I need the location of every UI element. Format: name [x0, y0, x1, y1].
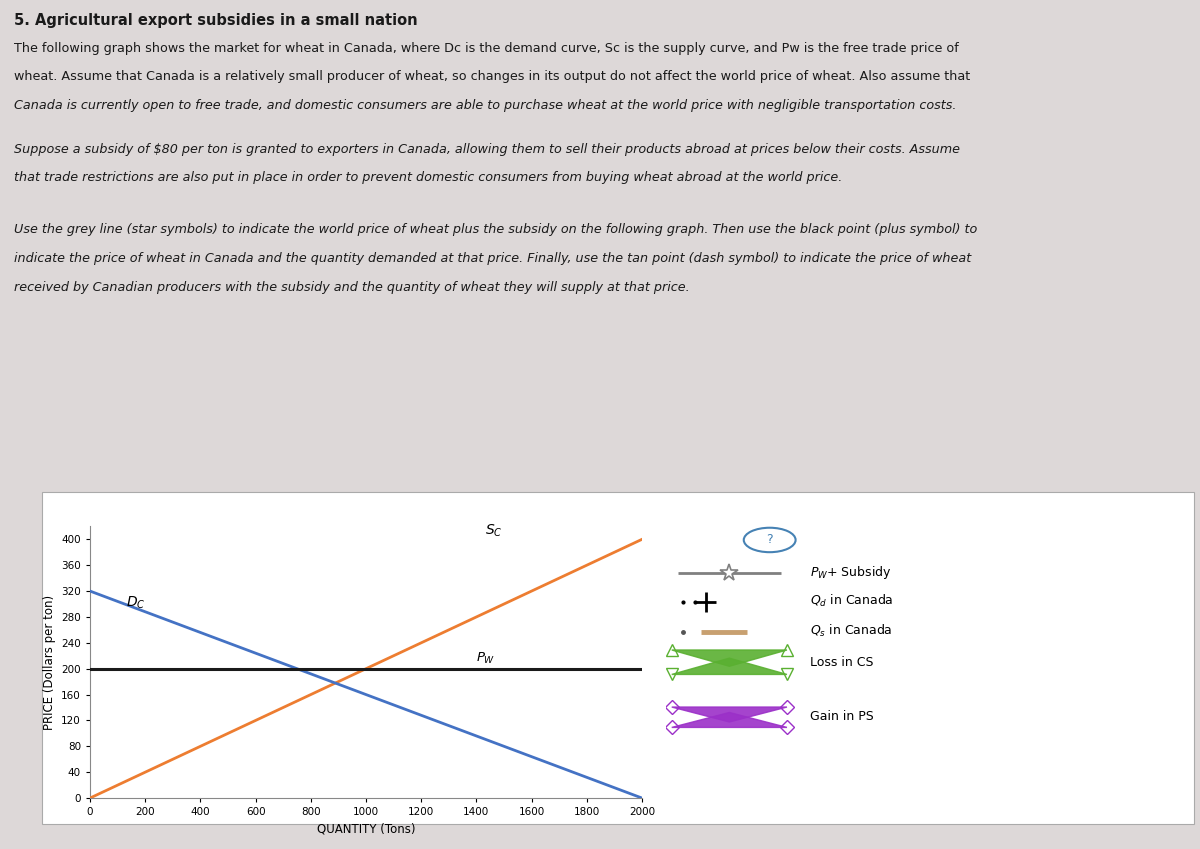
Text: that trade restrictions are also put in place in order to prevent domestic consu: that trade restrictions are also put in … — [14, 171, 842, 184]
Text: $P_W$: $P_W$ — [476, 651, 496, 666]
Text: $S_C$: $S_C$ — [485, 523, 503, 539]
Polygon shape — [672, 712, 787, 728]
Text: indicate the price of wheat in Canada and the quantity demanded at that price. F: indicate the price of wheat in Canada an… — [14, 252, 972, 266]
Text: Use the grey line (star symbols) to indicate the world price of wheat plus the s: Use the grey line (star symbols) to indi… — [14, 223, 978, 237]
Text: ?: ? — [767, 533, 773, 547]
Text: wheat. Assume that Canada is a relatively small producer of wheat, so changes in: wheat. Assume that Canada is a relativel… — [14, 70, 971, 83]
Polygon shape — [672, 658, 787, 674]
Text: 5. Agricultural export subsidies in a small nation: 5. Agricultural export subsidies in a sm… — [14, 13, 418, 28]
Text: $D_C$: $D_C$ — [126, 595, 145, 611]
Text: Loss in CS: Loss in CS — [810, 655, 874, 669]
Text: $P_W$+ Subsidy: $P_W$+ Subsidy — [810, 564, 892, 581]
X-axis label: QUANTITY (Tons): QUANTITY (Tons) — [317, 823, 415, 835]
Polygon shape — [672, 707, 787, 722]
Polygon shape — [672, 650, 787, 666]
Text: Gain in PS: Gain in PS — [810, 710, 874, 723]
Text: The following graph shows the market for wheat in Canada, where Dc is the demand: The following graph shows the market for… — [14, 42, 959, 54]
Text: Canada is currently open to free trade, and domestic consumers are able to purch: Canada is currently open to free trade, … — [14, 99, 956, 112]
Text: Suppose a subsidy of $80 per ton is granted to exporters in Canada, allowing the: Suppose a subsidy of $80 per ton is gran… — [14, 143, 960, 155]
Text: received by Canadian producers with the subsidy and the quantity of wheat they w: received by Canadian producers with the … — [14, 281, 690, 295]
Y-axis label: PRICE (Dollars per ton): PRICE (Dollars per ton) — [43, 594, 55, 730]
Text: $Q_d$ in Canada: $Q_d$ in Canada — [810, 593, 894, 609]
Text: $Q_s$ in Canada: $Q_s$ in Canada — [810, 623, 893, 639]
